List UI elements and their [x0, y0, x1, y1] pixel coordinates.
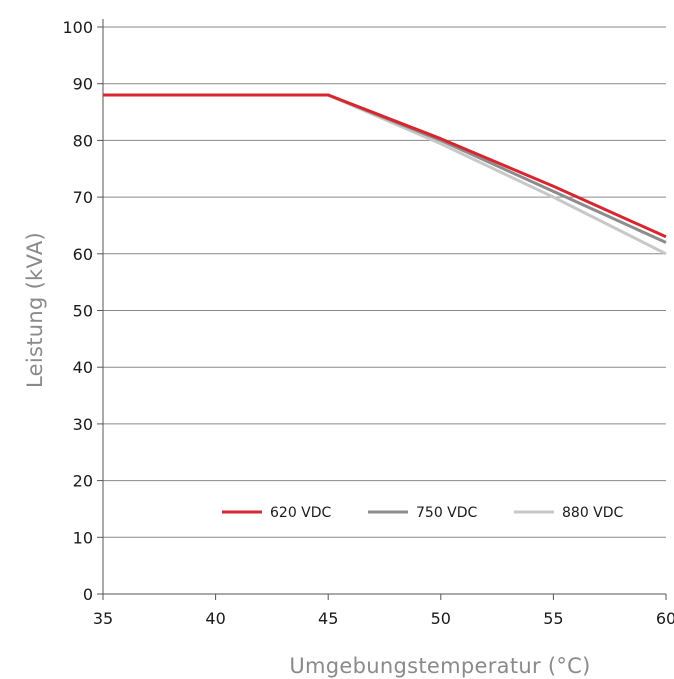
series-lines [103, 93, 667, 256]
x-tick-label: 55 [543, 609, 563, 628]
series-line-620-vdc [103, 93, 667, 239]
x-tick-label: 50 [431, 609, 451, 628]
y-tick-label: 10 [73, 528, 93, 547]
x-tick-label: 45 [318, 609, 338, 628]
y-tick-label: 40 [73, 358, 93, 377]
y-tick-label: 20 [73, 472, 93, 491]
legend: 620 VDC 750 VDC 880 VDC [222, 505, 624, 521]
y-tick-label: 100 [62, 18, 93, 37]
x-axis-title: Umgebungstemperatur (°C) [289, 654, 590, 678]
x-tick-label: 40 [205, 609, 225, 628]
legend-label: 620 VDC [270, 505, 332, 521]
y-tick-label: 50 [73, 302, 93, 321]
y-tick-label: 0 [83, 585, 93, 604]
y-tick-label: 80 [73, 131, 93, 150]
y-tick-label: 70 [73, 188, 93, 207]
y-tick-label: 90 [73, 75, 93, 94]
x-tick-label: 60 [656, 609, 674, 628]
tick-labels: 0 10 20 30 40 50 60 70 80 90 100 35 40 45 50 55 60 [62, 18, 674, 628]
y-axis-title: Leistung (kVA) [23, 232, 47, 388]
y-tick-label: 30 [73, 415, 93, 434]
legend-label: 750 VDC [416, 505, 478, 521]
x-tick-label: 35 [93, 609, 113, 628]
legend-label: 880 VDC [562, 505, 624, 521]
y-tick-label: 60 [73, 245, 93, 264]
grid-lines [103, 26, 666, 538]
axes [97, 19, 667, 600]
